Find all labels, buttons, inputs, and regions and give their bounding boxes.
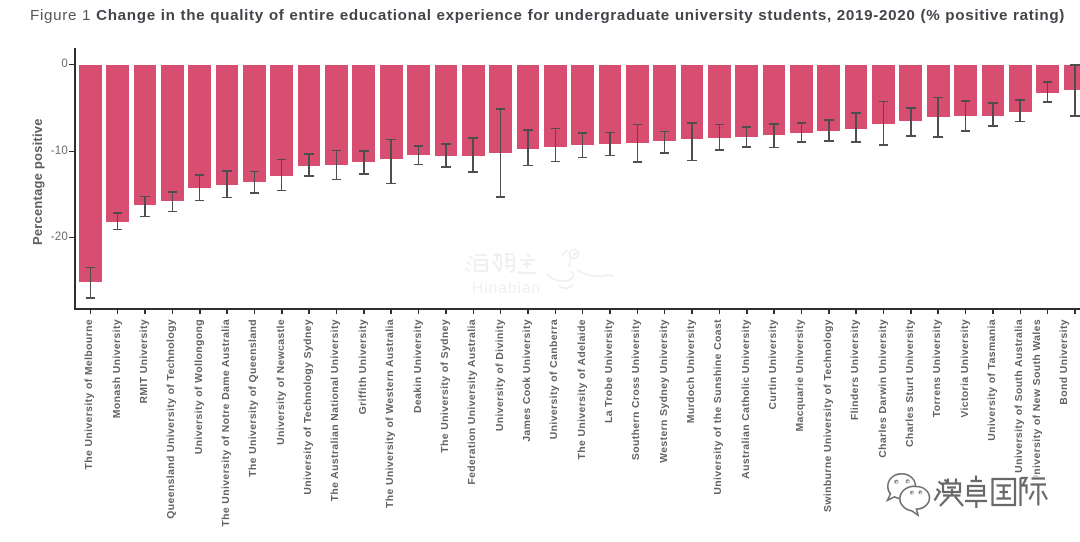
svg-text:Hinabian: Hinabian (472, 280, 541, 297)
